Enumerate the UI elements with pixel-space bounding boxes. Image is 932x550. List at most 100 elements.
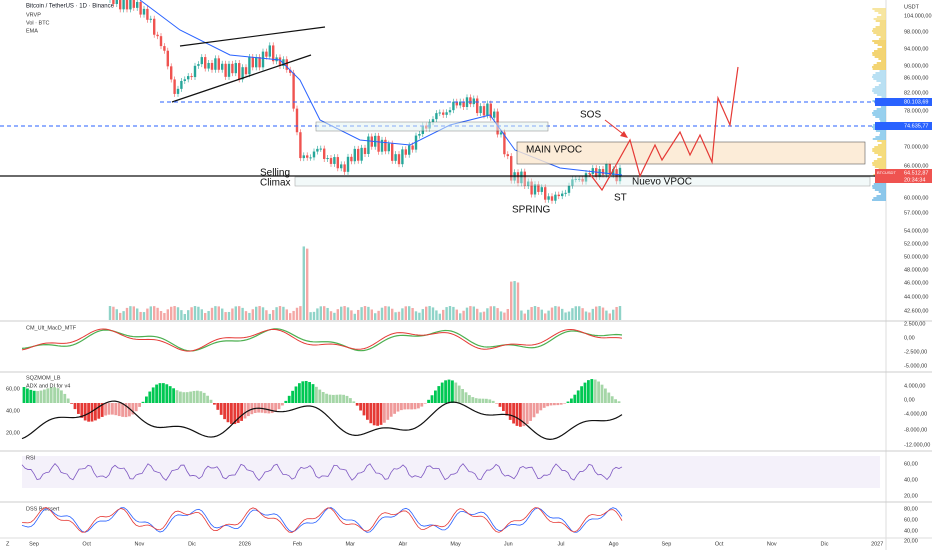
volume-profile-bar	[877, 140, 886, 142]
squeeze-bar	[236, 403, 240, 423]
squeeze-bar	[240, 403, 243, 421]
squeeze-bar	[308, 382, 311, 403]
dss-line	[21, 507, 623, 533]
ema-line	[139, 0, 623, 176]
candle-body	[469, 97, 472, 105]
volume-profile-bar	[881, 96, 886, 98]
candle-body	[146, 8, 149, 20]
volume-profile-bar	[875, 72, 886, 74]
volume-bar	[435, 310, 438, 320]
volume-bar	[323, 306, 326, 320]
volume-profile-bar	[877, 154, 886, 156]
candle-body	[329, 158, 333, 164]
pane-axis-label: 0,00	[904, 335, 915, 341]
volume-bar	[265, 310, 268, 320]
squeeze-bar	[111, 403, 114, 415]
annotation: SPRING	[512, 205, 551, 216]
squeeze-bar	[301, 381, 305, 403]
volume-profile-bar	[877, 144, 886, 146]
squeeze-bar	[315, 386, 318, 403]
squeeze-bar	[553, 403, 556, 406]
squeeze-bar	[250, 403, 254, 415]
candle-body	[537, 184, 540, 192]
price-tag-label: 74.635,77	[904, 123, 928, 129]
indicator-label: EMA	[26, 28, 38, 34]
squeeze-bar	[440, 382, 444, 403]
volume-profile-bar	[873, 183, 886, 185]
squeeze-bar	[587, 380, 590, 403]
squeeze-bar	[192, 390, 196, 403]
volume-bar	[438, 313, 441, 320]
candle-body	[136, 1, 139, 8]
volume-profile-bar	[872, 30, 886, 32]
price-label: 52.000,00	[904, 241, 928, 247]
squeeze-bar	[355, 403, 359, 406]
candle-body	[139, 1, 142, 15]
volume-bar	[153, 306, 156, 320]
volume-bar	[238, 306, 241, 320]
squeeze-bar	[83, 403, 87, 421]
volume-bar	[289, 313, 292, 320]
squeeze-bar	[124, 403, 128, 418]
squeeze-bar	[532, 403, 536, 418]
candle-body	[357, 148, 360, 161]
volume-bar	[343, 306, 346, 320]
volume-bar	[601, 307, 605, 320]
volume-bar	[231, 308, 234, 320]
volume-bar	[248, 312, 251, 320]
price-tag-timer: 20:34:34	[904, 177, 925, 183]
price-label: 94.000,00	[904, 46, 928, 52]
squeeze-bar	[576, 390, 580, 403]
volume-bar	[540, 309, 543, 320]
candle-body	[149, 18, 152, 20]
volume-bar	[550, 307, 554, 320]
volume-bar	[421, 309, 424, 320]
volume-bar	[516, 282, 520, 320]
candle-body	[503, 132, 506, 155]
candle-body	[244, 67, 248, 75]
time-label: 2026	[239, 541, 251, 547]
indicator-label: VRVP	[26, 12, 41, 18]
squeeze-bar	[270, 403, 274, 414]
candle-body	[183, 79, 186, 81]
squeeze-bar	[345, 395, 349, 403]
volume-bar	[122, 311, 125, 320]
candle-body	[462, 101, 465, 107]
volume-profile-bar	[872, 88, 886, 90]
squeeze-bar	[298, 383, 301, 403]
volume-bar	[309, 312, 312, 320]
volume-bar	[547, 310, 550, 320]
candle-body	[608, 163, 611, 176]
candle-body	[272, 45, 275, 62]
squeeze-bar	[420, 403, 424, 407]
squeeze-bar	[233, 403, 237, 425]
squeeze-bar	[216, 403, 220, 410]
candle-body	[418, 134, 421, 136]
volume-bar	[496, 308, 499, 320]
volume-profile-bar	[881, 156, 886, 158]
time-label: Sep	[662, 541, 672, 547]
candle-body	[493, 111, 496, 118]
price-label: 48.000,00	[904, 267, 928, 273]
candle-body	[346, 156, 350, 172]
volume-bar	[374, 313, 377, 320]
candle-body	[387, 143, 390, 152]
volume-profile-bar	[880, 36, 886, 38]
volume-bar	[564, 312, 567, 320]
volume-bar	[224, 312, 227, 320]
candle-body	[336, 157, 339, 169]
volume-bar	[598, 306, 601, 320]
volume-profile-bar	[875, 130, 886, 132]
volume-bar	[200, 309, 203, 320]
volume-bar	[333, 312, 336, 320]
volume-bar	[156, 307, 159, 320]
volume-bar	[411, 308, 414, 320]
squeeze-bar	[138, 403, 141, 407]
volume-profile-bar	[881, 142, 886, 144]
squeeze-bar	[593, 379, 597, 403]
candle-body	[289, 69, 292, 73]
squeeze-bar	[525, 403, 529, 425]
volume-profile-bar	[877, 158, 886, 160]
squeeze-bar	[369, 403, 373, 424]
